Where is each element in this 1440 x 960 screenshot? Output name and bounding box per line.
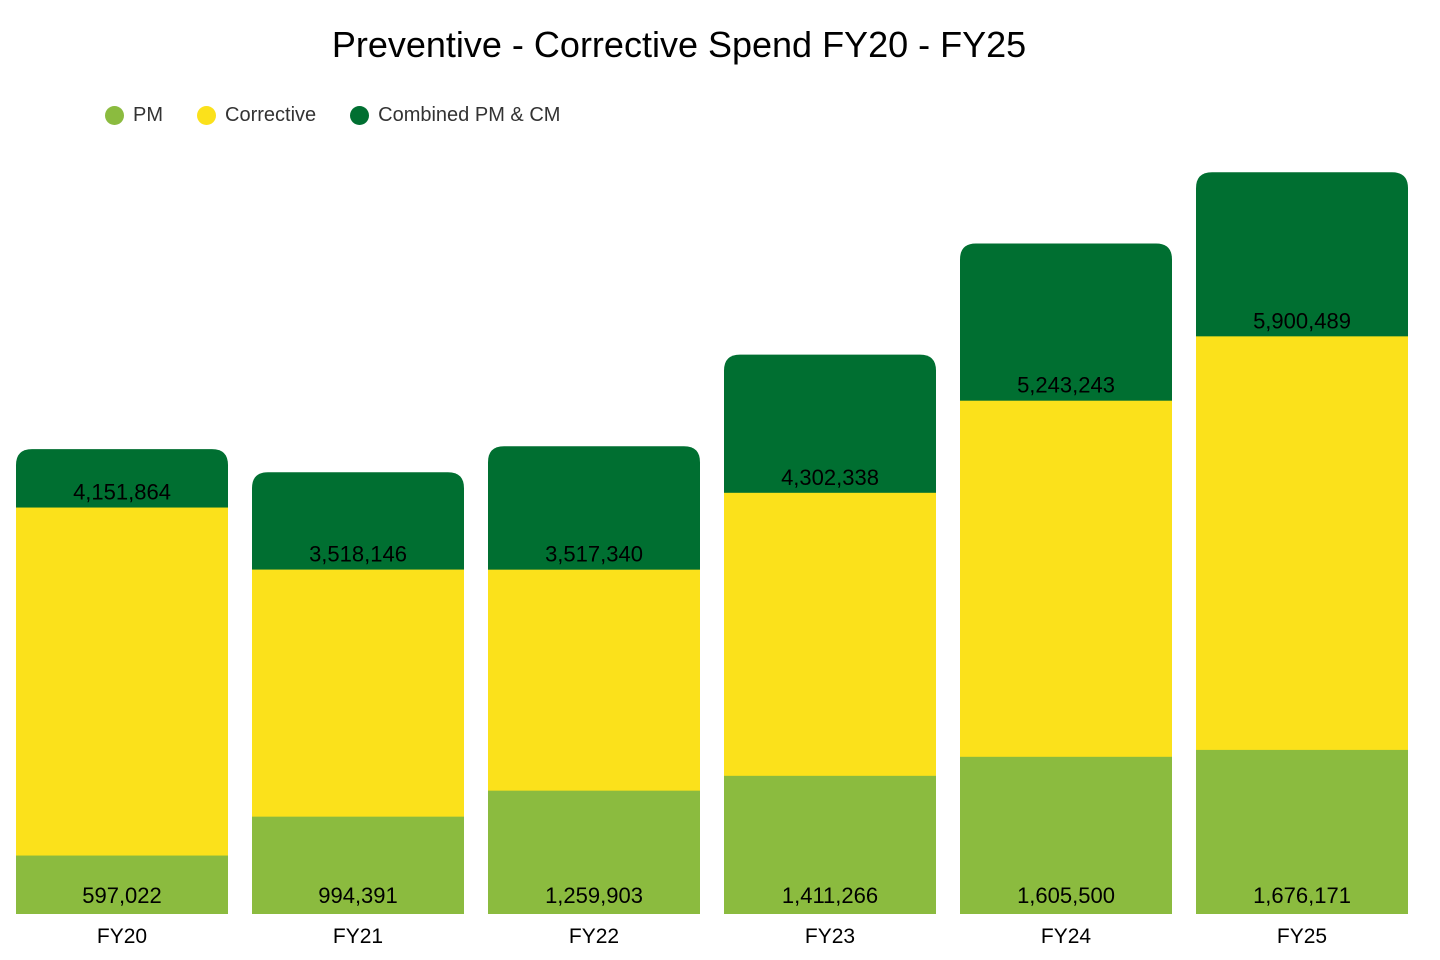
value-label-combined-pm-and-cm-fy24: 6,848,734	[1017, 216, 1115, 241]
value-label-pm-fy23: 1,411,266	[782, 883, 878, 908]
bar-pm-fy22[interactable]	[488, 790, 700, 914]
value-label-combined-pm-and-cm-fy23: 5,713,604	[781, 327, 879, 352]
value-label-combined-pm-and-cm-fy25: 7,576,660	[1253, 144, 1351, 169]
legend-label-pm: PM	[133, 104, 163, 126]
bar-pm-fy25[interactable]	[1196, 749, 1408, 914]
value-label-corrective-fy21: 3,518,146	[309, 542, 407, 567]
chart-title: Preventive - Corrective Spend FY20 - FY2…	[331, 24, 1027, 65]
value-label-combined-pm-and-cm-fy20: 4,748,886	[73, 421, 171, 446]
value-label-pm-fy24: 1,605,500	[1017, 883, 1115, 908]
value-label-corrective-fy20: 4,151,864	[73, 480, 171, 505]
value-label-corrective-fy22: 3,517,340	[545, 542, 643, 567]
value-label-pm-fy20: 597,022	[82, 883, 162, 908]
value-label-combined-pm-and-cm-fy22: 4,777,243	[545, 418, 643, 443]
legend-label-corrective: Corrective	[225, 104, 317, 126]
value-label-pm-fy22: 1,259,903	[545, 883, 643, 908]
legend-swatch-pm	[105, 106, 124, 125]
x-tick-label-fy21: FY21	[333, 925, 383, 948]
x-tick-label-fy20: FY20	[97, 925, 147, 948]
bar-corrective-fy20[interactable]	[16, 507, 228, 914]
legend-item-pm[interactable]: PM	[105, 104, 163, 127]
value-label-corrective-fy24: 5,243,243	[1017, 373, 1115, 398]
value-label-corrective-fy23: 4,302,338	[781, 465, 879, 490]
bar-pm-fy23[interactable]	[724, 775, 936, 914]
value-label-pm-fy25: 1,676,171	[1253, 883, 1351, 908]
chart-legend: PM Corrective Combined PM & CM	[105, 104, 594, 127]
x-tick-label-fy25: FY25	[1277, 925, 1327, 948]
legend-item-combined[interactable]: Combined PM & CM	[350, 104, 560, 127]
legend-label-combined: Combined PM & CM	[378, 104, 561, 126]
legend-item-corrective[interactable]: Corrective	[197, 104, 316, 127]
bar-pm-fy24[interactable]	[960, 756, 1172, 914]
x-tick-label-fy23: FY23	[805, 925, 855, 948]
legend-swatch-corrective	[197, 106, 216, 125]
bar-pm-fy21[interactable]	[252, 816, 464, 914]
legend-swatch-combined	[350, 106, 370, 125]
value-label-pm-fy21: 994,391	[318, 883, 398, 908]
value-label-corrective-fy25: 5,900,489	[1253, 308, 1351, 333]
value-label-combined-pm-and-cm-fy21: 4,512,537	[309, 444, 407, 469]
x-tick-label-fy24: FY24	[1041, 925, 1092, 948]
x-tick-label-fy22: FY22	[569, 925, 619, 948]
bar-pm-fy20[interactable]	[16, 855, 228, 914]
